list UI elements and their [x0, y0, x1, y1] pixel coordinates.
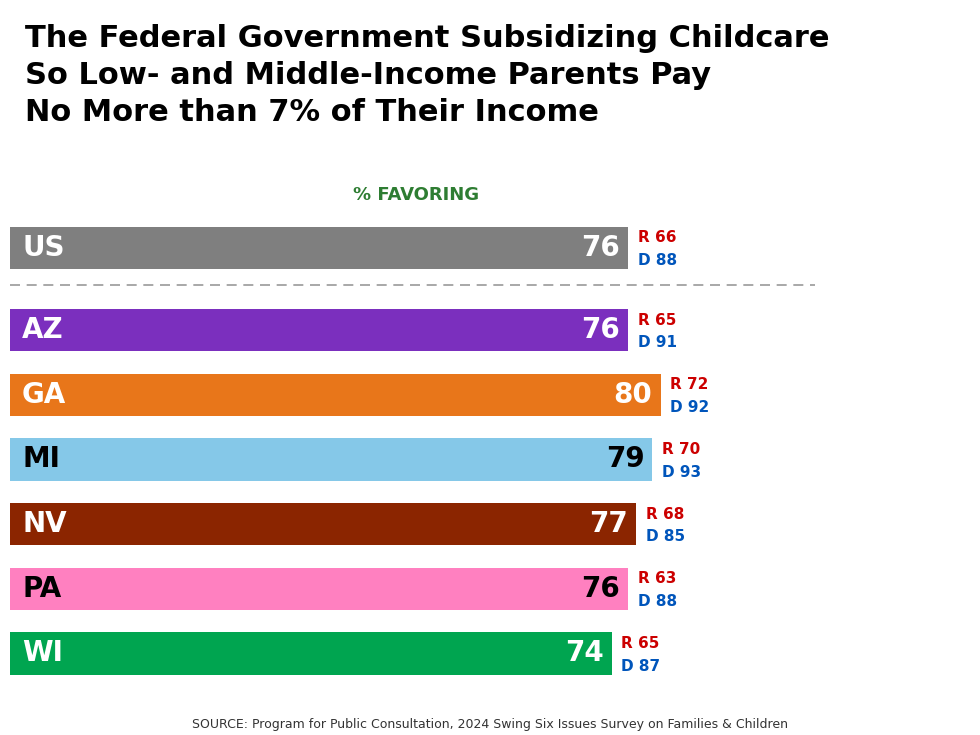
Text: R 68: R 68 [646, 506, 684, 522]
Bar [10, 309, 628, 351]
Text: D 87: D 87 [621, 659, 661, 674]
Text: R 70: R 70 [662, 442, 701, 457]
Text: The Federal Government Subsidizing Childcare
So Low- and Middle-Income Parents P: The Federal Government Subsidizing Child… [24, 24, 829, 127]
Text: 77: 77 [589, 510, 628, 538]
Text: D 88: D 88 [638, 253, 677, 268]
Text: WI: WI [22, 639, 63, 667]
Text: 80: 80 [613, 381, 653, 409]
Text: D 88: D 88 [638, 594, 677, 609]
Text: R 72: R 72 [670, 377, 709, 392]
Bar [10, 226, 628, 269]
Text: MI: MI [22, 445, 60, 473]
Text: D 85: D 85 [646, 529, 685, 545]
Text: R 66: R 66 [638, 230, 676, 245]
Text: 76: 76 [581, 575, 619, 603]
Text: 76: 76 [581, 316, 619, 344]
Text: R 65: R 65 [621, 636, 660, 651]
Text: 79: 79 [606, 445, 644, 473]
Text: NV: NV [22, 510, 67, 538]
Bar [10, 503, 636, 545]
Text: US: US [22, 234, 65, 262]
Text: D 91: D 91 [638, 335, 677, 351]
Bar [10, 438, 653, 481]
Text: GA: GA [22, 381, 67, 409]
Text: D 93: D 93 [662, 465, 702, 480]
Text: % FAVORING: % FAVORING [354, 186, 479, 204]
Bar [10, 632, 612, 675]
Text: 74: 74 [564, 639, 604, 667]
Bar [10, 567, 628, 610]
Text: SOURCE: Program for Public Consultation, 2024 Swing Six Issues Survey on Familie: SOURCE: Program for Public Consultation,… [192, 718, 788, 731]
Bar [10, 373, 661, 416]
Text: PA: PA [22, 575, 62, 603]
Text: R 63: R 63 [638, 571, 676, 587]
Text: AZ: AZ [22, 316, 64, 344]
Text: D 92: D 92 [670, 400, 710, 415]
Text: 76: 76 [581, 234, 619, 262]
Text: R 65: R 65 [638, 312, 676, 328]
